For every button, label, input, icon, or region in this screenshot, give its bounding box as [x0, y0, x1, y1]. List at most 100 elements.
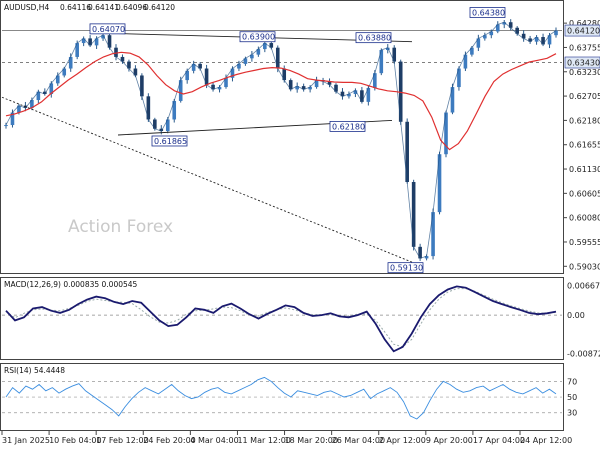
current-price-label: 0.64120 [567, 27, 600, 36]
candle-body [431, 212, 435, 257]
candle-body [81, 38, 86, 44]
candle-body [295, 86, 299, 90]
candle-body [55, 75, 60, 84]
macd-header: MACD(12,26,9) 0.000835 0.000545 [4, 280, 138, 289]
x-tick-label: 18 Mar 20:00 [285, 436, 338, 445]
y-tick-label: 0.62705 [569, 92, 600, 101]
y-tick-label: 0.60080 [569, 214, 600, 223]
rsi-header: RSI(14) 54.4448 [4, 366, 65, 375]
moving-average-line [5, 51, 557, 151]
trendline [1, 96, 413, 263]
candle-body [515, 27, 519, 34]
candle-body [43, 91, 47, 94]
annotation-box [387, 262, 424, 274]
candle-body [495, 24, 500, 32]
y-tick-label: 0.59555 [569, 238, 600, 247]
candle-body [75, 43, 79, 57]
annotation-box [329, 121, 366, 132]
candle-body [250, 54, 254, 59]
candle-body [554, 30, 558, 36]
candle-body [308, 87, 312, 90]
candle-body [476, 38, 481, 48]
symbol-header: AUDUSD,H4 [4, 3, 49, 12]
x-tick-label: 17 Apr 04:00 [473, 436, 525, 445]
candle-body [114, 47, 118, 57]
candle-body [88, 38, 92, 46]
y-tick-label: 0.63230 [569, 68, 600, 77]
annotation-label: 0.64380 [472, 9, 505, 18]
candle-body [127, 61, 131, 69]
annotation-label: 0.62180 [332, 122, 365, 131]
candle-body [224, 77, 228, 88]
candle-body [502, 22, 507, 25]
candle-body [483, 35, 487, 39]
candle-body [62, 68, 67, 76]
annotation-box [355, 32, 392, 44]
macd-panel [0, 277, 564, 360]
price-panel [0, 0, 564, 274]
x-tick-label: 9 Apr 20:00 [426, 436, 473, 445]
ohlc-open: 0.64116 [60, 3, 91, 12]
annotation-label: 0.64070 [92, 25, 125, 34]
y-tick-label: 0.64280 [569, 19, 600, 28]
y-axis: 0.64280 0.63755 0.63230 0.62705 0.62180 0.616… [563, 19, 600, 271]
candle-body [314, 80, 319, 88]
candle-body [10, 112, 15, 126]
x-tick-label: 24 Apr 12:00 [520, 436, 572, 445]
ohlc-low: 0.64096 [116, 3, 147, 12]
candle-body [392, 47, 397, 62]
candle-body [120, 56, 125, 62]
y-tick-label: 0.63755 [569, 43, 600, 52]
candle-body [269, 43, 274, 48]
candle-body [4, 125, 8, 127]
close-series-line [5, 21, 557, 259]
candle-body [282, 68, 287, 81]
candle-body [275, 47, 280, 69]
candle-body [159, 128, 164, 132]
rsi-line [5, 376, 557, 420]
candle-body [230, 68, 235, 78]
candle-body [133, 68, 138, 76]
current-price-box [564, 24, 600, 37]
candle-body [534, 37, 539, 42]
candle-body [17, 105, 21, 113]
candle-body [379, 50, 384, 74]
macd-signal-line [5, 288, 557, 348]
macd-tick-label: -0.008724 [567, 350, 600, 359]
candle-body [94, 38, 99, 46]
candle-body [463, 54, 468, 69]
rsi-panel [0, 363, 564, 431]
candle-body [528, 38, 532, 42]
annotation-label: 0.61865 [154, 137, 187, 146]
candle-body [140, 75, 144, 97]
annotation-label: 0.59130 [390, 264, 423, 273]
level-price-box [564, 56, 600, 69]
candle-body [547, 35, 552, 45]
candle-body [204, 68, 209, 85]
ohlc-high: 0.64141 [88, 3, 119, 12]
candle-body [68, 56, 73, 69]
candle-body [263, 43, 267, 50]
candle-body [165, 119, 170, 132]
macd-tick-label: 0.00 [567, 311, 585, 320]
macd-tick-label: 0.006675 [567, 282, 600, 291]
candle-body [107, 35, 112, 48]
candle-body [243, 58, 248, 64]
candle-body [385, 47, 390, 50]
candle-body [353, 90, 358, 94]
candle-body [489, 31, 494, 36]
x-tick-label: 4 Mar 04:00 [190, 436, 238, 445]
candle-body [185, 70, 189, 81]
y-tick-label: 0.61655 [569, 141, 600, 150]
candle-body [191, 63, 196, 71]
x-tick-label: 10 Feb 04:00 [49, 436, 101, 445]
annotation-label: 0.63900 [242, 33, 275, 42]
rsi-layer: 70 50 30 [2, 376, 577, 420]
x-tick-label: 24 Feb 20:00 [143, 436, 195, 445]
candle-body [470, 47, 474, 55]
candle-body [288, 80, 293, 90]
x-tick-label: 26 Mar 04:00 [332, 436, 385, 445]
rsi-tick-label: 50 [567, 393, 577, 402]
candle-body [366, 87, 371, 102]
